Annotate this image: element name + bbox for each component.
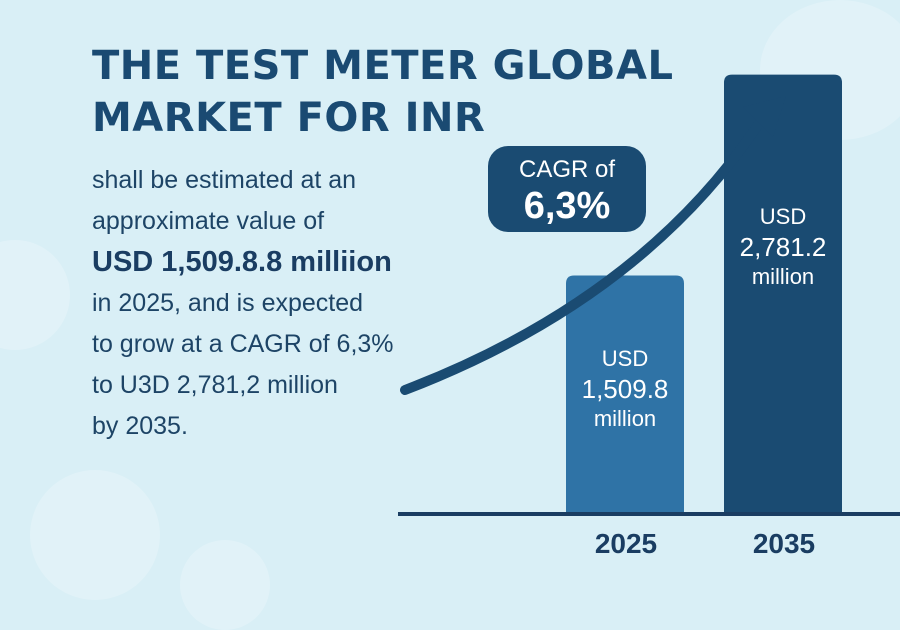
bar-label-currency: USD (601, 346, 649, 371)
description-line: in 2025, and is expected (92, 289, 364, 317)
page-title: THE TEST METER GLOBAL MARKET FOR INR (92, 40, 692, 144)
bar-value-label-2025: USD 1,509.8 million (566, 344, 684, 434)
trend-arrow-icon (400, 120, 763, 395)
description-line: to grow at a CAGR of 6,3% (92, 330, 394, 358)
x-tick-label-2025: 2025 (594, 528, 658, 559)
cagr-value: 6,3% (523, 185, 611, 227)
title-line: MARKET FOR INR (92, 95, 486, 141)
bars-layer (566, 74, 842, 514)
description-line: to U3D 2,781,2 million (92, 371, 338, 399)
bar-label-unit: million (593, 406, 657, 431)
cagr-label: CAGR of (518, 156, 616, 183)
bar-label-amount: 1,509.8 (581, 374, 669, 404)
background-dot (30, 470, 160, 600)
title-line: THE TEST METER GLOBAL (92, 43, 674, 89)
description-text: shall be estimated at an approximate val… (92, 160, 492, 447)
bar-2035 (724, 74, 842, 514)
description-line: approximate value of (92, 207, 325, 235)
bar-label-amount: 2,781.2 (739, 232, 827, 262)
bar-label-unit: million (751, 264, 815, 289)
bar-value-label-2035: USD 2,781.2 million (724, 202, 842, 292)
arrow-head-icon (743, 96, 786, 137)
description-line: shall be estimated at an (92, 166, 357, 194)
bar-chart (398, 74, 900, 516)
cagr-callout: CAGR of 6,3% (488, 146, 646, 232)
description-value-highlight: USD 1,509.8.8 milliion (92, 246, 392, 278)
bar-label-currency: USD (759, 204, 807, 229)
bar-2025 (566, 275, 684, 514)
description-line: by 2035. (92, 412, 188, 440)
x-tick-label-2035: 2035 (752, 528, 816, 559)
